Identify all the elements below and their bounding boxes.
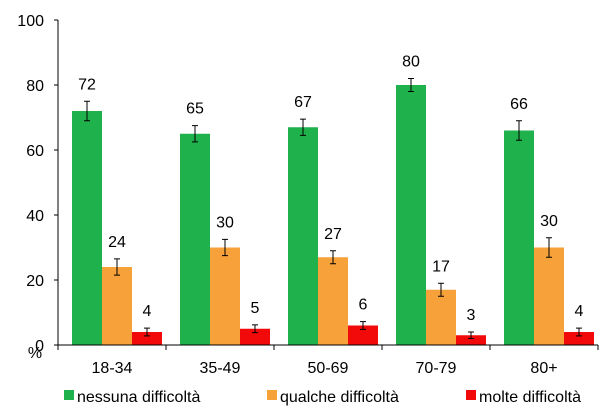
y-tick-label: 20 (26, 273, 44, 290)
bars: 72 65 67 80 66 24 30 27 17 30 4 5 6 3 4 (72, 54, 594, 345)
data-label: 67 (294, 94, 312, 111)
y-tick-label: 100 (17, 13, 44, 30)
legend-swatch (64, 390, 74, 400)
bar (318, 257, 348, 345)
y-tick-label: 80 (26, 78, 44, 95)
y-axis: 0 20 40 60 80 100 (17, 13, 59, 355)
y-tick-label: 60 (26, 143, 44, 160)
bar (564, 332, 594, 345)
legend-label: nessuna difficoltà (77, 389, 200, 406)
legend-swatch (466, 390, 476, 400)
bar (72, 111, 102, 345)
bar (180, 133, 210, 345)
bar (504, 130, 534, 345)
data-label: 30 (540, 213, 558, 230)
x-tick-label: 18-34 (92, 360, 133, 377)
bar (102, 267, 132, 345)
data-label: 17 (432, 258, 450, 275)
bar (240, 328, 270, 345)
bar (210, 247, 240, 345)
data-label: 5 (251, 300, 260, 317)
data-label: 4 (575, 303, 584, 320)
bar (456, 335, 486, 345)
y-tick-label: 0 (35, 338, 44, 355)
data-label: 66 (510, 96, 528, 113)
data-label: 3 (467, 307, 476, 324)
bar (132, 332, 162, 345)
x-axis: 18-34 35-49 50-69 70-79 80+ (57, 344, 599, 377)
y-tick-label: 40 (26, 208, 44, 225)
legend: nessuna difficoltà qualche difficoltà molt… (64, 389, 581, 406)
data-label: 6 (359, 297, 368, 314)
x-tick-label: 35-49 (200, 360, 241, 377)
bar (426, 289, 456, 345)
data-label: 65 (186, 101, 204, 118)
data-label: 72 (78, 76, 96, 93)
data-label: 80 (402, 54, 420, 71)
bar (288, 127, 318, 345)
data-label: 4 (143, 303, 152, 320)
data-label: 30 (216, 214, 234, 231)
legend-swatch (267, 390, 277, 400)
bar (396, 85, 426, 345)
legend-label: molte difficoltà (479, 389, 581, 406)
x-tick-label: 50-69 (308, 360, 349, 377)
data-label: 24 (108, 234, 126, 251)
y-axis-label: % (28, 345, 42, 362)
bar (534, 247, 564, 345)
x-tick-label: 80+ (530, 360, 557, 377)
data-label: 27 (324, 226, 342, 243)
x-tick-label: 70-79 (416, 360, 457, 377)
legend-label: qualche difficoltà (280, 389, 399, 406)
bar (348, 325, 378, 345)
